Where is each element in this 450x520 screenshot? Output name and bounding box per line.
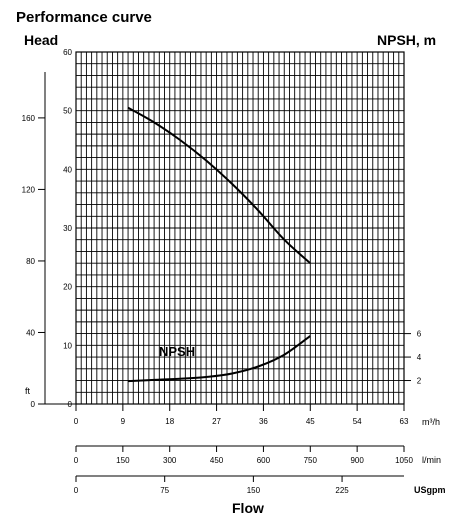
y-tick-label-m: 30 [63,224,72,233]
y-ticks-ft: 0 40 80 120 160 [22,72,76,409]
x-axis-m3h: 0 9 18 27 36 45 54 63 m³/h [74,404,440,427]
flow-axis-label: Flow [232,500,264,516]
x-tick-label-lmin: 600 [257,456,271,465]
x-tick-label-m3h: 0 [74,417,79,426]
npsh-ticks: 2 4 6 [404,330,422,386]
npsh-curve-label: NPSH [159,344,195,359]
x-tick-label-usgpm: 150 [247,486,261,495]
plot-frame [75,51,405,405]
x-tick-label-m3h: 27 [212,417,221,426]
x-unit-m3h: m³/h [422,417,440,427]
y-tick-label-ft: 120 [22,185,36,194]
chart-title: Performance curve [16,9,152,26]
ft-unit-label: ft [25,386,31,396]
npsh-tick-label: 6 [417,330,422,339]
x-tick-label-m3h: 54 [353,417,362,426]
x-tick-label-lmin: 900 [350,456,364,465]
x-tick-label-usgpm: 225 [335,486,349,495]
npsh-curve [128,335,311,383]
x-tick-label-lmin: 150 [116,456,130,465]
x-tick-label-m3h: 45 [306,417,315,426]
y-ticks-m: 0102030405060 [63,48,72,409]
x-tick-label-m3h: 63 [400,417,409,426]
grid [76,52,404,404]
x-tick-label-lmin: 1050 [395,456,413,465]
y-tick-label-m: 50 [63,107,72,116]
x-tick-label-m3h: 9 [121,417,126,426]
head-axis-label: Head [24,32,58,48]
y-tick-label-ft: 80 [26,257,35,266]
x-unit-lmin: l/min [422,455,441,465]
x-tick-label-usgpm: 75 [160,486,169,495]
npsh-tick-label: 4 [417,353,422,362]
x-tick-label-usgpm: 0 [74,486,79,495]
x-axis-usgpm: 0 75 150 225 USgpm [74,475,446,495]
y-tick-label-m: 20 [63,283,72,292]
npsh-tick-label: 2 [417,377,422,386]
x-unit-usgpm: USgpm [414,485,446,495]
npsh-axis-label: NPSH, m [377,32,436,48]
x-tick-label-m3h: 36 [259,417,268,426]
x-tick-label-lmin: 450 [210,456,224,465]
y-tick-label-ft: 160 [22,114,36,123]
x-tick-label-lmin: 0 [74,456,79,465]
y-tick-label-ft: 0 [31,400,36,409]
x-tick-label-lmin: 300 [163,456,177,465]
y-tick-label-m: 40 [63,165,72,174]
y-tick-label-m: 60 [63,48,72,57]
y-tick-label-m: 10 [63,341,72,350]
head-curve [127,106,311,264]
x-tick-label-lmin: 750 [304,456,318,465]
x-axis-lmin: 0 150 300 450 600 750 900 1050 l/min [74,445,441,465]
y-tick-label-ft: 40 [26,328,35,337]
curves [127,106,311,383]
x-tick-label-m3h: 18 [165,417,174,426]
